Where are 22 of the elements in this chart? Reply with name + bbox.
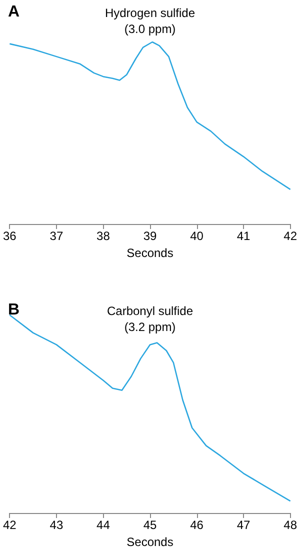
x-tick-label: 48 [284, 518, 298, 532]
text: A [8, 4, 20, 20]
x-tick-label: 39 [143, 229, 157, 243]
x-tick-label: 37 [50, 229, 64, 243]
x-tick-label: 40 [190, 229, 204, 243]
x-tick-label: 38 [96, 229, 110, 243]
x-tick-label: 42 [284, 229, 298, 243]
x-tick-label: 43 [50, 518, 64, 532]
chart-subtitle: (3.0 ppm) [124, 22, 176, 36]
x-tick-label: 41 [236, 229, 251, 243]
x-tick-label: 44 [96, 518, 110, 532]
annotation: B [8, 302, 20, 318]
chart-title: Carbonyl sulfide [106, 304, 194, 318]
x-axis-title: Seconds [126, 534, 174, 549]
chart-subtitle: (3.2 ppm) [124, 320, 176, 334]
x-axis-title: Seconds [126, 246, 174, 260]
x-tick-label: 36 [2, 229, 17, 243]
x-tick-label: 47 [236, 518, 251, 532]
x-tick-label: 46 [190, 518, 204, 532]
x-tick-label: 45 [143, 518, 157, 532]
x-tick-label: 42 [2, 518, 17, 532]
chart-title: Hydrogen sulfide [104, 6, 196, 20]
